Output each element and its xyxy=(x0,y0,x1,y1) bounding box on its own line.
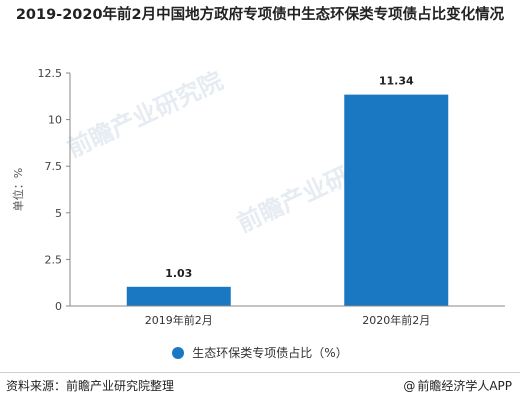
y-axis-label: 单位：% xyxy=(11,168,25,211)
x-tick-label: 2019年前2月 xyxy=(145,313,213,327)
legend: 生态环保类专项债占比（%） xyxy=(0,344,520,361)
y-tick-label: 5 xyxy=(55,207,62,220)
y-tick-label: 7.5 xyxy=(45,160,63,173)
brand-label: 前瞻经济学人APP xyxy=(417,379,512,393)
bar xyxy=(344,94,449,306)
data-label: 1.03 xyxy=(165,267,192,280)
legend-swatch xyxy=(172,347,185,359)
y-tick-label: 2.5 xyxy=(45,253,63,266)
chart-title: 2019-2020年前2月中国地方政府专项债中生态环保类专项债占比变化情况 xyxy=(15,7,505,23)
legend-label: 生态环保类专项债占比（%） xyxy=(192,346,348,360)
data-label: 11.34 xyxy=(379,75,414,88)
brand-credit: @ 前瞻经济学人APP xyxy=(403,377,512,394)
footer-divider xyxy=(0,372,520,373)
y-tick-label: 0 xyxy=(55,300,62,313)
source-note: 资料来源：前瞻产业研究院整理 xyxy=(6,379,175,393)
at-sign-icon: @ xyxy=(403,379,416,393)
bar-chart: 0 2.5 5 7.5 10 12.5 1.03 11.34 2019年前2月 2020年前2… xyxy=(11,67,505,327)
x-tick-label: 2020年前2月 xyxy=(362,313,430,327)
bar xyxy=(126,286,231,306)
y-tick-label: 12.5 xyxy=(38,67,63,80)
y-tick-label: 10 xyxy=(48,114,62,127)
